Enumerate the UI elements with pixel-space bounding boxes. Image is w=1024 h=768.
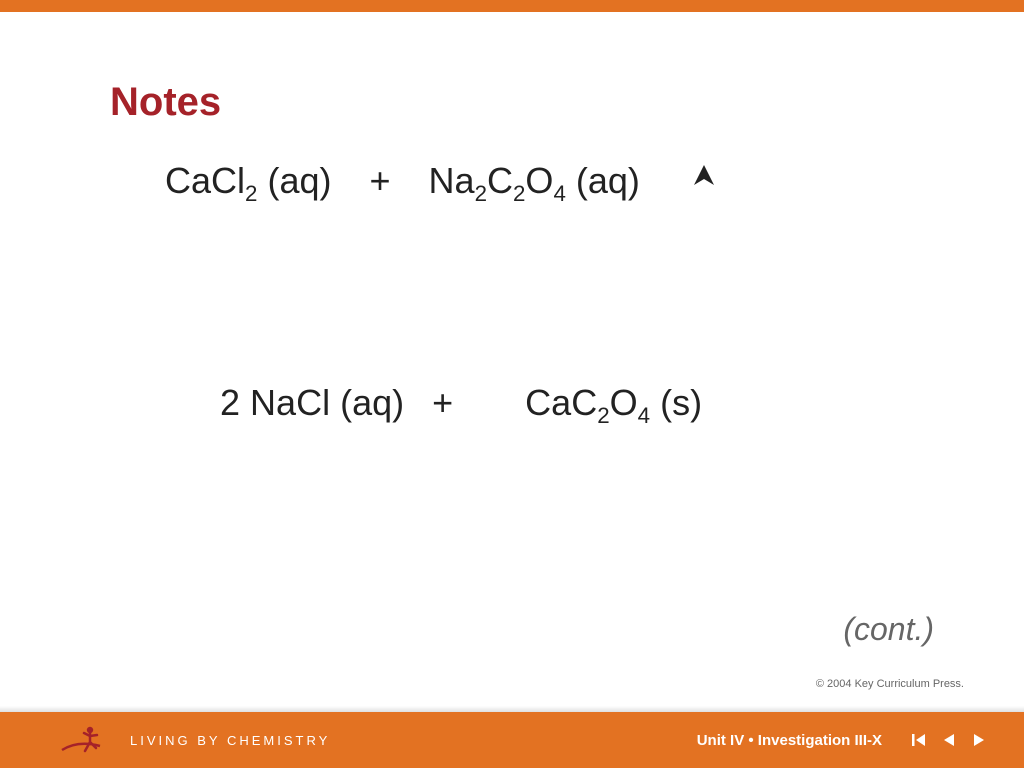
product-2: CaC2O4 (s) (525, 382, 702, 423)
top-accent-bar (0, 0, 1024, 12)
reaction-arrow-icon (690, 161, 718, 197)
slide-content: CaCl2 (aq) + Na2C2O4 (aq) 2 NaCl (aq) + … (0, 160, 1024, 424)
next-slide-button[interactable] (970, 731, 988, 749)
equation-products: 2 NaCl (aq) + CaC2O4 (s) (220, 382, 1024, 424)
plus-sign: + (370, 160, 391, 202)
equation-reactants: CaCl2 (aq) + Na2C2O4 (aq) (165, 160, 1024, 202)
brand-logo: LIVING BY CHEMISTRY (60, 720, 330, 760)
plus-sign: + (432, 382, 453, 424)
reactant-1: CaCl2 (aq) (165, 160, 331, 201)
copyright-text: © 2004 Key Curriculum Press. (816, 678, 964, 690)
unit-label: Unit IV • Investigation III-X (697, 732, 882, 749)
continued-label: (cont.) (843, 611, 934, 648)
footer-bar: LIVING BY CHEMISTRY Unit IV • Investigat… (0, 712, 1024, 768)
page-title: Notes (110, 80, 221, 125)
brand-text: LIVING BY CHEMISTRY (130, 733, 330, 748)
product-1: 2 NaCl (aq) (220, 382, 404, 423)
logo-icon (60, 720, 116, 760)
footer-right: Unit IV • Investigation III-X (697, 731, 988, 749)
prev-slide-button[interactable] (940, 731, 958, 749)
reactant-2: Na2C2O4 (aq) (429, 160, 640, 201)
nav-buttons (910, 731, 988, 749)
first-slide-button[interactable] (910, 731, 928, 749)
